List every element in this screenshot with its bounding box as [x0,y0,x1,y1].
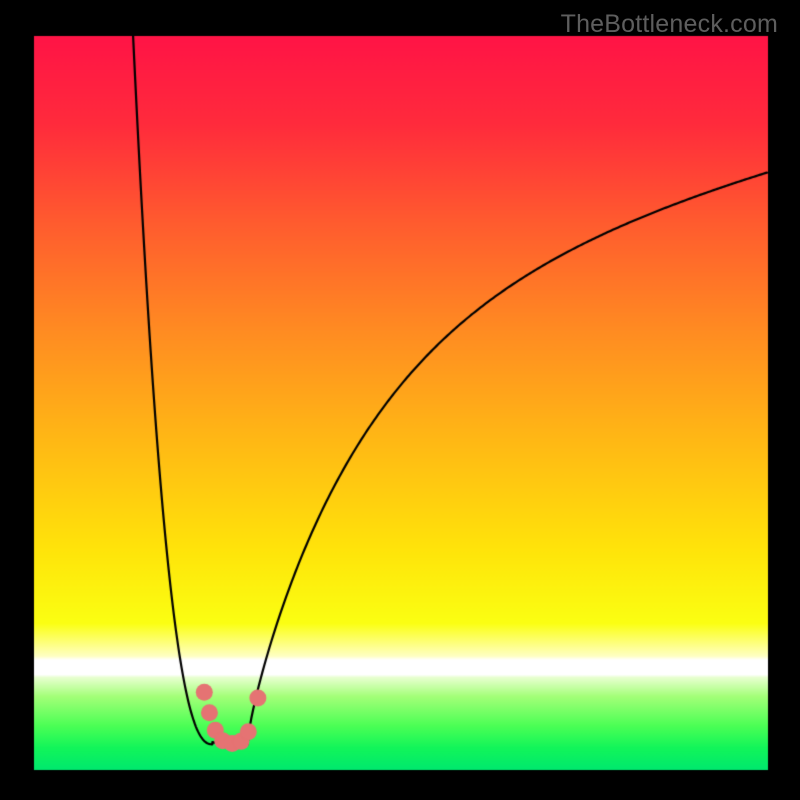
watermark-text: TheBottleneck.com [561,10,778,39]
chart-stage: TheBottleneck.com [0,0,800,800]
bottleneck-curve-canvas [0,0,800,800]
